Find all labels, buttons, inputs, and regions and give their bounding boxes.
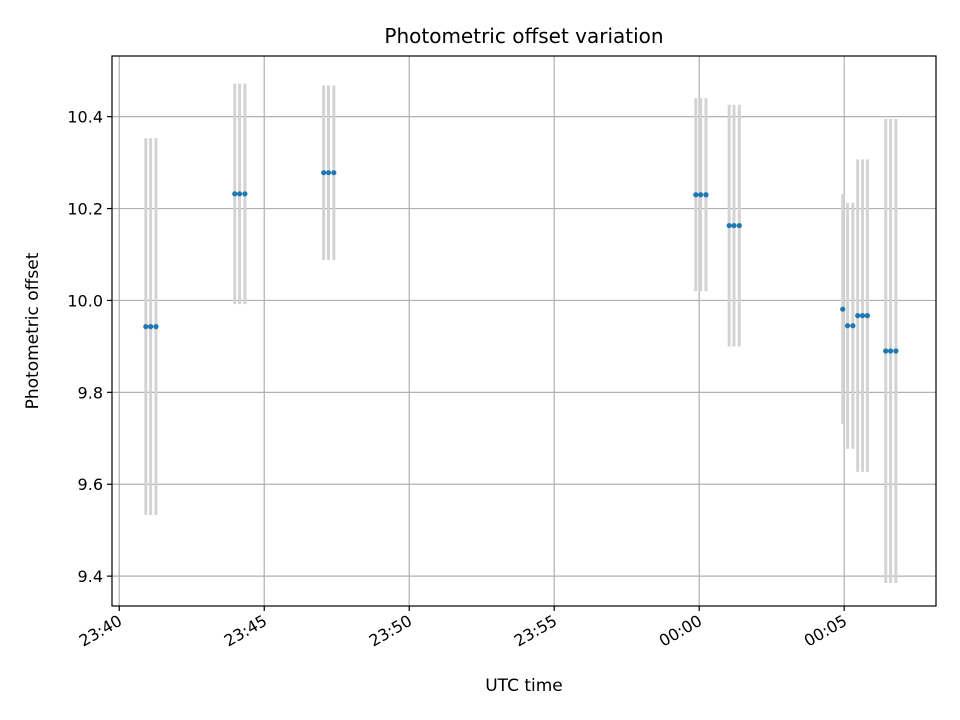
y-tick-label: 9.8 <box>78 383 103 402</box>
x-tick-label: 23:50 <box>366 611 415 651</box>
x-axis-ticks: 23:40 23:45 23:50 23:55 00:00 00:05 <box>76 606 850 651</box>
data-point <box>726 222 732 229</box>
y-axis-ticks: 9.4 9.6 9.8 10.0 10.2 10.4 <box>67 108 112 586</box>
data-point <box>153 324 159 330</box>
data-point <box>325 170 332 176</box>
x-tick-label: 23:55 <box>511 611 560 651</box>
data-point <box>840 306 846 312</box>
data-point <box>698 192 704 198</box>
data-point <box>855 313 861 319</box>
x-tick-label: 00:00 <box>656 611 705 651</box>
plot-frame <box>111 55 937 607</box>
data-point <box>736 222 742 229</box>
data-point <box>859 313 866 319</box>
y-tick-label: 10.4 <box>67 108 103 127</box>
data-point <box>850 323 856 329</box>
data-point <box>236 191 243 197</box>
chart-title: Photometric offset variation <box>384 24 663 48</box>
data-point <box>143 324 149 330</box>
data-point <box>232 191 238 197</box>
y-tick-label: 10.2 <box>67 200 103 219</box>
data-point <box>887 348 894 354</box>
data-point <box>864 313 870 319</box>
data-point <box>883 348 889 354</box>
data-point <box>731 222 737 229</box>
data-point <box>893 348 899 354</box>
error-bars <box>144 83 898 584</box>
data-points <box>143 170 899 354</box>
x-tick-label: 00:05 <box>801 611 850 651</box>
x-tick-label: 23:40 <box>76 611 125 651</box>
data-point <box>148 324 154 330</box>
data-point <box>321 170 327 176</box>
y-tick-label: 9.4 <box>78 567 103 586</box>
y-axis-label: Photometric offset <box>23 252 43 409</box>
x-tick-label: 23:45 <box>221 611 270 651</box>
y-tick-label: 9.6 <box>78 475 103 494</box>
data-point <box>242 191 248 197</box>
x-axis-label: UTC time <box>485 676 563 696</box>
data-point <box>331 170 337 176</box>
data-point <box>693 192 699 198</box>
data-point <box>703 192 709 198</box>
y-tick-label: 10.0 <box>67 291 103 310</box>
data-point <box>844 323 851 329</box>
